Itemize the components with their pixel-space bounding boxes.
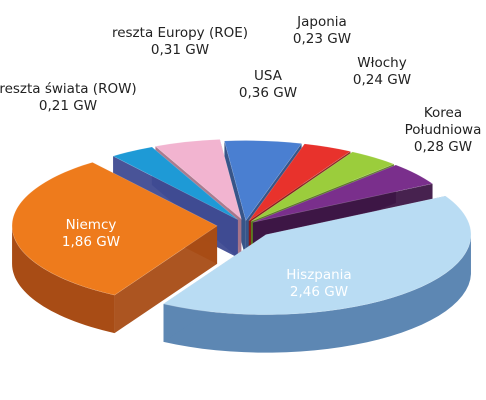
pie-slice-top-2 <box>248 143 352 222</box>
pie-slice-wall-6 <box>12 225 115 334</box>
slice-name-label: Hiszpania <box>286 267 351 283</box>
slice-label-3: Włochy 0,24 GW <box>353 55 411 88</box>
pie-slice-top-6 <box>11 161 218 296</box>
slice-name-label: USA <box>254 68 283 84</box>
slice-value-label: 2,46 GW <box>290 284 348 300</box>
pie-slice-6 <box>11 161 218 334</box>
slice-value-label: 0,28 GW <box>414 139 472 155</box>
slice-name-label: reszta Europy (ROE) <box>112 25 248 41</box>
slice-value-label: 0,36 GW <box>239 85 297 101</box>
pie-slice-5 <box>162 195 472 353</box>
pie-slice-top-8 <box>154 139 242 220</box>
slice-value-label: 1,86 GW <box>62 234 120 250</box>
pie-slice-top-1 <box>224 140 303 222</box>
slice-value-label: 0,31 GW <box>151 42 209 58</box>
slice-label-5: Hiszpania 2,46 GW <box>286 267 351 300</box>
pie-slice-top-3 <box>250 151 395 222</box>
slice-name-label: reszta świata (ROW) <box>0 81 137 97</box>
pie-slice-top-5 <box>162 195 472 315</box>
slice-value-label: 0,23 GW <box>293 31 351 47</box>
slice-label-1: USA 0,36 GW <box>239 68 297 101</box>
slice-label-4: Korea Południowa 0,28 GW <box>405 105 482 155</box>
slice-value-label: 0,24 GW <box>353 72 411 88</box>
slice-label-7: reszta świata (ROW) 0,21 GW <box>0 81 137 114</box>
slice-label-6: Niemcy 1,86 GW <box>62 217 120 250</box>
slice-name-label: Południowa <box>405 122 482 138</box>
slice-name-label: Niemcy <box>66 217 117 233</box>
slice-name-label: Korea <box>424 105 462 121</box>
pie-slice-top-7 <box>112 146 238 220</box>
pie-slice-side-6-0 <box>114 225 218 334</box>
slice-label-8: reszta Europy (ROE) 0,31 GW <box>112 25 248 58</box>
slice-value-label: 0,21 GW <box>39 98 97 114</box>
slice-name-label: Włochy <box>357 55 406 71</box>
slice-label-2: Japonia 0,23 GW <box>293 14 351 47</box>
pie-slice-wall-5 <box>163 235 471 353</box>
pie-slice-top-4 <box>252 164 434 223</box>
slice-name-label: Japonia <box>296 14 347 30</box>
